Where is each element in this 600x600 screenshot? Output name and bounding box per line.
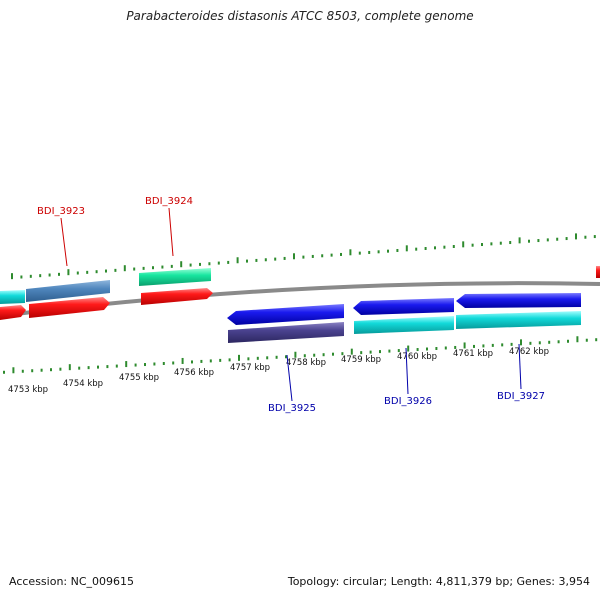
scale-label: 4759 kbp — [341, 355, 381, 365]
cds-feature-red-left — [0, 305, 26, 320]
gene-feature-bdi3925 — [227, 304, 344, 325]
gene-label[interactable]: BDI_3923 — [37, 206, 85, 217]
scale-label: 4761 kbp — [453, 349, 493, 359]
cds-feature-red-mid — [29, 297, 110, 318]
gene-label-leader — [286, 354, 293, 402]
genome-summary-text: Topology: circular; Length: 4,811,379 bp… — [287, 575, 590, 588]
scale-label: 4760 kbp — [397, 352, 437, 362]
gene-label[interactable]: BDI_3924 — [145, 196, 193, 207]
scale-ticks-bottom — [3, 336, 598, 374]
scale-label: 4757 kbp — [230, 363, 270, 373]
cds-feature-red-edge — [596, 266, 600, 278]
scale-label: 4756 kbp — [174, 368, 214, 378]
accession-text: Accession: NC_009615 — [9, 575, 135, 588]
gene-labels: BDI_3923 BDI_3924 BDI_3925 BDI_3926 BDI_3927 — [37, 196, 545, 414]
gene-feature-slate — [228, 322, 344, 343]
scale-ticks-top — [11, 233, 596, 280]
gene-feature-bdi3926 — [353, 298, 454, 315]
gene-label-leader — [60, 217, 68, 267]
gene-label[interactable]: BDI_3926 — [384, 396, 432, 407]
gene-feature-cyan-left — [0, 290, 25, 304]
gene-feature-bdi3923 — [26, 280, 110, 302]
gene-label-leader — [405, 347, 409, 395]
gene-label-leader — [518, 343, 522, 390]
scale-label: 4762 kbp — [509, 347, 549, 357]
gene-feature-bdi3924 — [139, 268, 211, 286]
map-title: Parabacteroides distasonis ATCC 8503, co… — [126, 9, 474, 23]
gene-label-leader — [168, 207, 174, 257]
gene-label[interactable]: BDI_3927 — [497, 391, 545, 402]
cds-feature-red-right — [141, 288, 213, 305]
scale-label: 4755 kbp — [119, 373, 159, 383]
scale-labels: 4753 kbp 4754 kbp 4755 kbp 4756 kbp 4757 kbp… — [8, 347, 549, 395]
scale-label: 4758 kbp — [286, 358, 326, 368]
gene-feature-cyan-a — [354, 316, 454, 334]
gene-feature-bdi3927 — [456, 293, 581, 308]
gene-feature-cyan-b — [456, 311, 581, 329]
scale-label: 4753 kbp — [8, 385, 48, 395]
scale-label: 4754 kbp — [63, 379, 103, 389]
gene-label[interactable]: BDI_3925 — [268, 403, 316, 414]
